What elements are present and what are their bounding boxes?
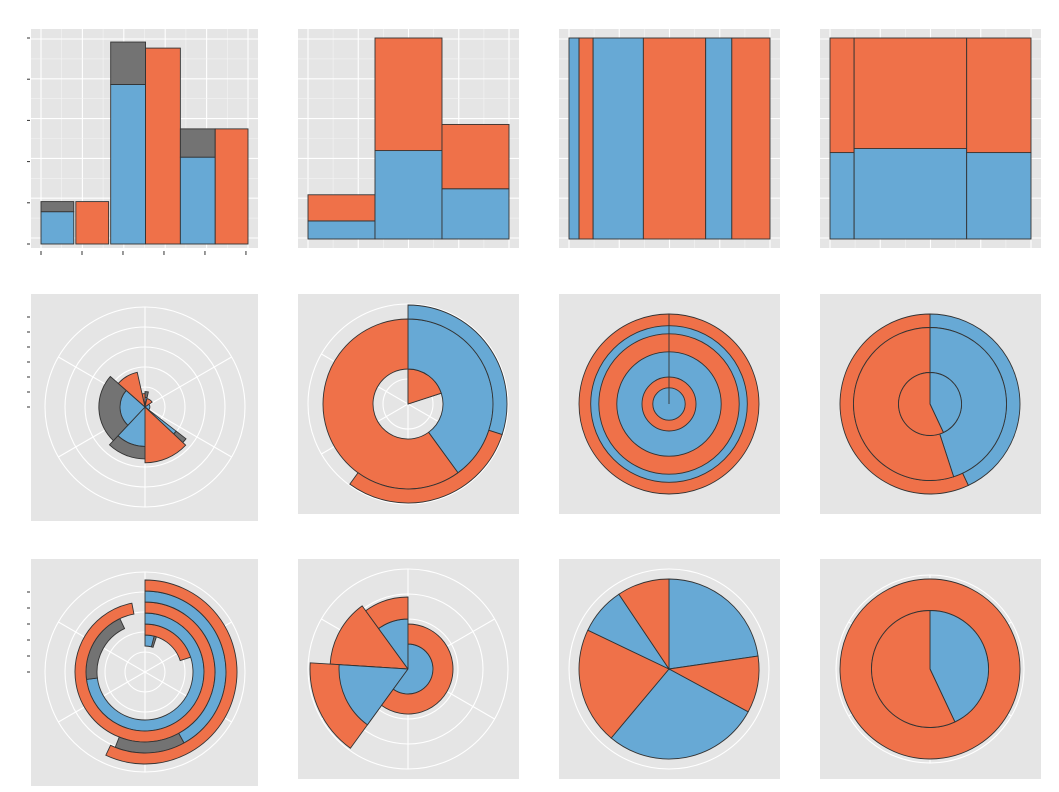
bar-segment bbox=[214, 128, 249, 245]
bar-segment bbox=[441, 123, 510, 190]
polar-mosaic-cell bbox=[871, 610, 956, 728]
polar-bar-segment bbox=[98, 375, 129, 442]
polar-ring-segment bbox=[105, 579, 238, 765]
bar-segment bbox=[374, 37, 443, 152]
grid-spoke bbox=[144, 406, 232, 458]
panel-3 bbox=[559, 29, 780, 248]
bar-segment bbox=[307, 220, 376, 240]
mosaic-cell bbox=[829, 152, 855, 240]
panel-6 bbox=[298, 294, 519, 514]
mosaic-cell bbox=[966, 37, 1032, 154]
bar-segment bbox=[110, 84, 146, 245]
polar-bar-segment bbox=[117, 371, 146, 409]
bar-segment bbox=[441, 188, 510, 240]
polar-mosaic-cell bbox=[929, 610, 989, 723]
panel-8 bbox=[820, 294, 1041, 514]
pie-slice bbox=[578, 629, 670, 739]
panel-10 bbox=[298, 559, 519, 779]
panel-7 bbox=[559, 294, 780, 514]
panel-1 bbox=[27, 29, 258, 255]
pie-slice bbox=[610, 668, 749, 760]
polar-mosaic-cell bbox=[898, 372, 945, 436]
bar-segment bbox=[179, 128, 216, 158]
mosaic-cell bbox=[853, 37, 968, 150]
bar-segment bbox=[40, 211, 75, 245]
bar-segment bbox=[40, 201, 75, 213]
panel-2 bbox=[298, 29, 519, 248]
strip bbox=[731, 37, 771, 240]
bar-segment bbox=[374, 150, 443, 240]
polar-mosaic-cell bbox=[929, 372, 962, 434]
bar-segment bbox=[145, 47, 181, 245]
grid-spoke bbox=[144, 356, 232, 408]
polar-wedge bbox=[365, 596, 409, 630]
bar-segment bbox=[110, 41, 146, 85]
panel-5 bbox=[27, 294, 258, 521]
strip bbox=[705, 37, 733, 240]
pie-slice bbox=[618, 578, 670, 671]
polar-wedge bbox=[380, 623, 454, 715]
panel-12 bbox=[820, 559, 1041, 779]
strip bbox=[642, 37, 707, 240]
polar-bar-segment bbox=[144, 405, 187, 464]
pie-slice bbox=[668, 578, 759, 670]
strip bbox=[592, 37, 644, 240]
strip bbox=[568, 37, 580, 240]
polar-wedge bbox=[329, 605, 409, 670]
panel-4 bbox=[820, 29, 1041, 248]
strip bbox=[578, 37, 594, 240]
mosaic-cell bbox=[853, 148, 968, 240]
panel-11 bbox=[559, 559, 780, 779]
grid-circle bbox=[568, 568, 770, 770]
mosaic-cell bbox=[829, 37, 855, 154]
bar-segment bbox=[179, 156, 216, 245]
polar-bar-segment bbox=[144, 398, 153, 409]
polar-wedge bbox=[338, 664, 409, 726]
bar-segment bbox=[307, 194, 376, 222]
mosaic-cell bbox=[966, 152, 1032, 240]
panel-9 bbox=[27, 559, 258, 786]
bar-segment bbox=[75, 201, 110, 245]
polar-arc bbox=[349, 429, 503, 504]
